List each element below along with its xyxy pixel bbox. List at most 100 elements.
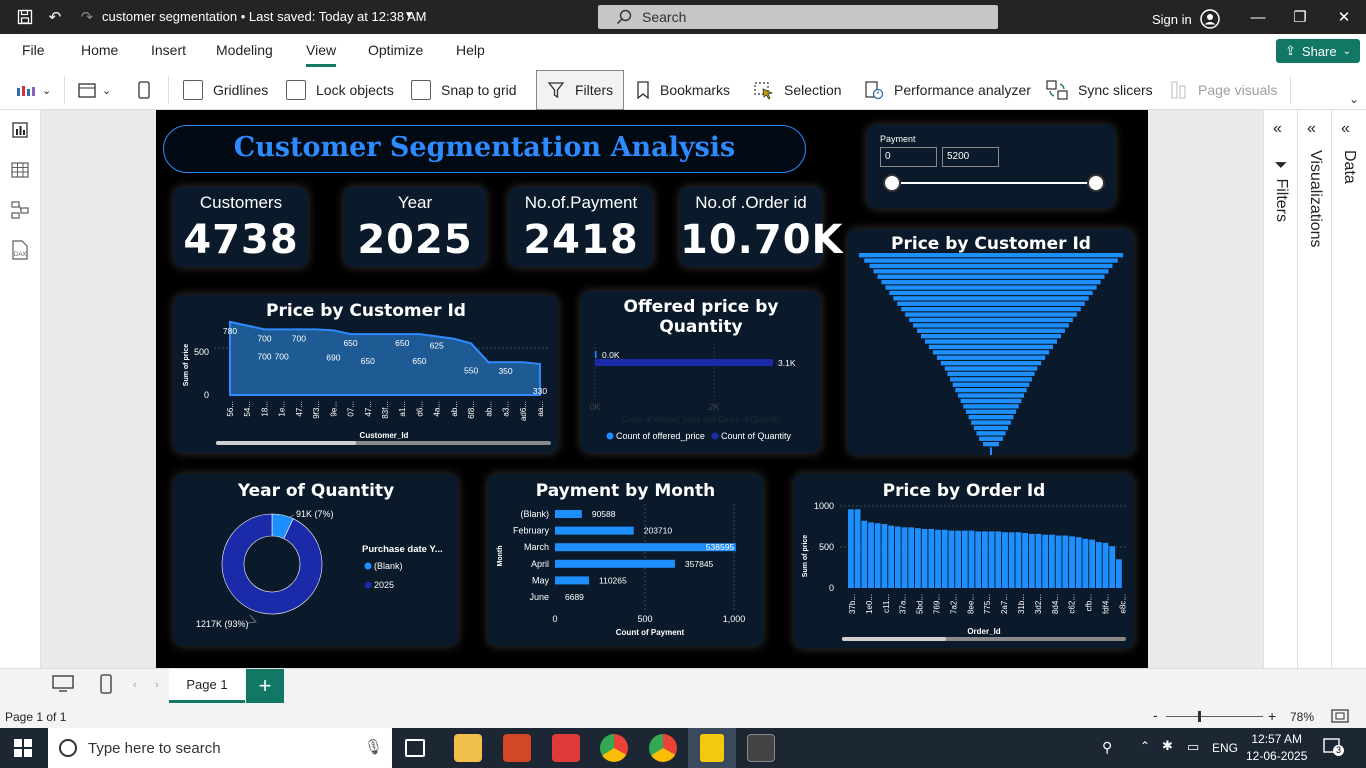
taskbar-clock[interactable]: 12:57 AM 12-06-2025: [1246, 731, 1307, 765]
close-button[interactable]: ✕: [1337, 9, 1351, 26]
kpi-customers[interactable]: Customers 4738: [174, 187, 308, 267]
fit-to-page-icon[interactable]: [1331, 709, 1349, 726]
prev-page-icon[interactable]: ‹: [133, 679, 137, 691]
price-by-customer-area-chart[interactable]: Price by Customer Id Sum of price 500 0 …: [174, 295, 558, 453]
redo-icon[interactable]: ↷: [80, 9, 94, 26]
price-by-order-chart[interactable]: Price by Order Id Sum of price 1000 500 …: [794, 474, 1134, 648]
zoom-slider-thumb[interactable]: [1198, 711, 1201, 722]
taskbar-search[interactable]: Type here to search 🎙: [48, 728, 392, 768]
minimize-button[interactable]: —: [1250, 8, 1266, 26]
funnel-bar: [965, 409, 1017, 414]
tab-file[interactable]: File: [22, 42, 45, 58]
tab-modeling[interactable]: Modeling: [216, 42, 273, 58]
chevron-up-icon[interactable]: ⌃: [1140, 739, 1151, 753]
undo-icon[interactable]: ↶: [48, 9, 62, 26]
order-bar: [1095, 542, 1102, 588]
file-explorer-icon[interactable]: [454, 734, 482, 762]
slicer-min-input[interactable]: 0: [880, 147, 937, 167]
visualizations-pane[interactable]: « Visualizations: [1297, 110, 1331, 668]
sync-slicers-button[interactable]: Sync slicers: [1046, 70, 1153, 110]
gridlines-checkbox[interactable]: Gridlines: [183, 70, 268, 110]
add-page-button[interactable]: +: [246, 669, 284, 703]
collapse-icon[interactable]: «: [1273, 120, 1282, 137]
price-by-customer-funnel-chart[interactable]: Price by Customer Id: [848, 229, 1134, 455]
title-dropdown-icon[interactable]: ▼: [404, 10, 414, 21]
battery-icon[interactable]: ▭: [1187, 739, 1200, 754]
data-pane[interactable]: « Data: [1331, 110, 1366, 668]
collapse-icon[interactable]: «: [1341, 120, 1350, 137]
page-tab[interactable]: Page 1: [169, 669, 245, 703]
selection-button[interactable]: Selection: [754, 70, 842, 110]
powerpoint-icon[interactable]: [503, 734, 531, 762]
collapse-icon[interactable]: «: [1307, 120, 1316, 137]
power-bi-icon: [700, 734, 724, 762]
chrome-icon[interactable]: [600, 734, 628, 762]
tab-help[interactable]: Help: [456, 42, 485, 58]
performance-analyzer-button[interactable]: Performance analyzer: [864, 70, 1031, 110]
year-of-quantity-donut-chart[interactable]: Year of Quantity 91K (7%) 1217K (93%) Pu…: [174, 474, 458, 646]
themes-button[interactable]: ⌄: [16, 70, 51, 110]
data-label: 330: [533, 386, 547, 396]
report-view-icon[interactable]: [10, 120, 30, 140]
wps-office-icon[interactable]: [552, 734, 580, 762]
windows-start-icon[interactable]: [14, 739, 32, 762]
next-page-icon[interactable]: ›: [155, 679, 159, 691]
dax-query-view-icon[interactable]: DAX: [10, 240, 30, 260]
zoom-out-button[interactable]: -: [1153, 707, 1158, 723]
lock-objects-checkbox[interactable]: Lock objects: [286, 70, 394, 110]
maximize-button[interactable]: ❐: [1293, 9, 1307, 26]
desktop-layout-icon[interactable]: [52, 675, 74, 698]
payment-slicer[interactable]: Payment 0 5200: [867, 125, 1115, 208]
slicer-handle-max[interactable]: [1087, 174, 1105, 192]
slicer-handle-min[interactable]: [883, 174, 901, 192]
search-icon: [59, 739, 77, 757]
notification-center-icon[interactable]: 3: [1322, 737, 1344, 757]
filters-pane[interactable]: « ⏷ Filters: [1263, 110, 1297, 668]
zoom-slider[interactable]: [1166, 716, 1263, 717]
chrome-profile-icon[interactable]: [649, 734, 677, 762]
task-view-icon[interactable]: [405, 739, 425, 757]
funnel-bar: [960, 398, 1022, 404]
offered-price-by-quantity-chart[interactable]: Offered price by Quantity 0K 2K Count of…: [581, 291, 821, 453]
model-view-icon[interactable]: [10, 200, 30, 220]
kpi-payments[interactable]: No.of.Payment 2418: [509, 187, 653, 267]
slicer-max-input[interactable]: 5200: [942, 147, 999, 167]
network-icon[interactable]: ✱: [1162, 738, 1173, 753]
zoom-in-button[interactable]: +: [1268, 708, 1277, 724]
kpi-order-ids[interactable]: No.of .Order id 10.70K: [680, 187, 843, 267]
table-view-icon[interactable]: [10, 160, 30, 180]
page-view-button[interactable]: ⌄: [78, 70, 111, 110]
tab-view[interactable]: View: [306, 42, 337, 67]
tab-optimize[interactable]: Optimize: [368, 42, 424, 58]
chevron-down-icon: ⌄: [1342, 45, 1351, 57]
slicer-track[interactable]: [891, 182, 1096, 184]
tab-home[interactable]: Home: [81, 42, 119, 58]
tab-insert[interactable]: Insert: [151, 42, 187, 58]
microphone-icon[interactable]: 🎙: [364, 739, 384, 756]
zoom-level[interactable]: 78%: [1290, 710, 1315, 724]
save-icon[interactable]: [10, 0, 40, 34]
snap-to-grid-checkbox[interactable]: Snap to grid: [411, 70, 517, 110]
app-icon[interactable]: [747, 734, 775, 762]
mobile-layout-button[interactable]: [138, 70, 150, 110]
data-label: 538595: [706, 542, 735, 552]
x-axis-title: Order_Id: [967, 627, 1000, 636]
power-bi-taskbar-item[interactable]: [688, 728, 736, 768]
people-icon[interactable]: ⚲: [1102, 739, 1113, 755]
kpi-year[interactable]: Year 2025: [344, 187, 486, 267]
scrollbar-thumb[interactable]: [216, 441, 356, 445]
document-title[interactable]: customer segmentation • Last saved: Toda…: [102, 9, 427, 24]
search-box[interactable]: Search: [598, 5, 998, 29]
sign-in-button[interactable]: Sign in: [1152, 9, 1220, 29]
bookmarks-button[interactable]: Bookmarks: [636, 70, 730, 110]
x-tick-label: 31b...: [1017, 594, 1026, 614]
scrollbar-thumb[interactable]: [842, 637, 946, 641]
filters-button[interactable]: Filters: [536, 70, 625, 110]
mobile-layout-icon[interactable]: [100, 674, 112, 699]
share-button[interactable]: ⇪ Share ⌄: [1276, 39, 1360, 63]
ribbon-collapse-icon[interactable]: ⌄: [1349, 92, 1360, 106]
payment-by-month-chart[interactable]: Payment by Month Month 0 500 1,000 Count…: [488, 474, 763, 646]
language-indicator[interactable]: ENG: [1212, 741, 1239, 755]
funnel-bar: [973, 425, 1009, 431]
report-title-banner[interactable]: Customer Segmentation Analysis: [163, 125, 806, 173]
